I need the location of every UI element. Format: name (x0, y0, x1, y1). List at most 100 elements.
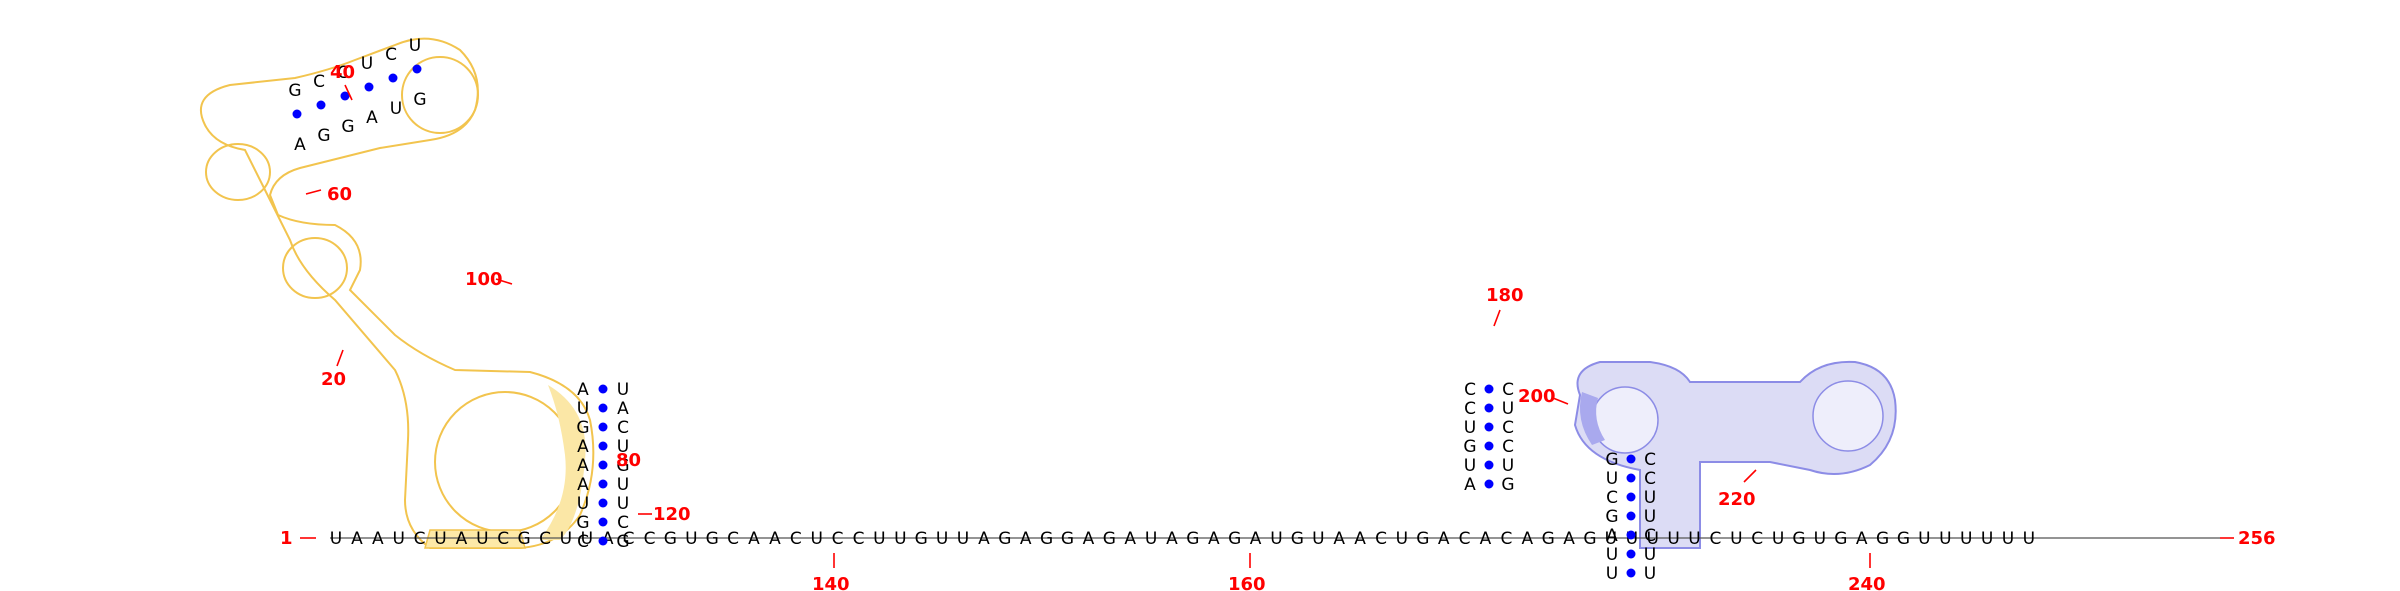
nucleotide-main-strand: A (351, 529, 363, 549)
nucleotide-helix: U (1644, 564, 1656, 584)
base-pair-dot (1484, 460, 1494, 470)
nucleotide-main-strand: C (644, 529, 656, 549)
base-pair-dot (598, 460, 608, 470)
orange-internal-loop-1 (205, 143, 271, 201)
nucleotide-helix: C (1644, 469, 1656, 489)
nucleotide-helix: C (1464, 380, 1476, 400)
nucleotide-main-strand: U (873, 529, 885, 549)
nucleotide-helix: A (577, 380, 589, 400)
orange-multiloop-shade (540, 385, 586, 540)
nucleotide-main-strand: G (1897, 529, 1910, 549)
nucleotide-helix: G (576, 513, 589, 533)
label-40: 40 (330, 62, 355, 83)
nucleotide-main-strand: U (1918, 529, 1930, 549)
nucleotide-main-strand: A (1521, 529, 1533, 549)
orange-internal-loop-2 (282, 237, 348, 299)
nucleotide-helix: C (1502, 380, 1514, 400)
nucleotide-helix: U (1606, 469, 1618, 489)
nucleotide-main-strand: U (1981, 529, 1993, 549)
base-pair-dot (598, 536, 608, 546)
base-pair-dot (340, 91, 350, 101)
nucleotide-main-strand: G (706, 529, 719, 549)
nucleotide-main-strand: U (2002, 529, 2014, 549)
tick-60 (305, 189, 322, 195)
nucleotide-helix: C (1502, 437, 1514, 457)
nucleotide-main-strand: G (1186, 529, 1199, 549)
nucleotide-main-strand: U (1939, 529, 1951, 549)
nucleotide-main-strand: G (1061, 529, 1074, 549)
nucleotide-helix: A (1606, 526, 1618, 546)
nucleotide-helix: U (409, 36, 421, 56)
nucleotide-helix: G (288, 81, 301, 101)
nucleotide-helix: U (1464, 456, 1476, 476)
nucleotide-main-strand: C (832, 529, 844, 549)
nucleotide-main-strand: U (1667, 529, 1679, 549)
nucleotide-helix: C (577, 532, 589, 552)
base-pair-dot (316, 100, 326, 110)
base-pair-dot (598, 479, 608, 489)
nucleotide-helix: U (1502, 456, 1514, 476)
nucleotide-helix: U (617, 494, 629, 514)
nucleotide-helix: C (1644, 450, 1656, 470)
nucleotide-helix: U (1502, 399, 1514, 419)
base-pair-dot (388, 73, 398, 83)
nucleotide-main-strand: G (664, 529, 677, 549)
nucleotide-helix: A (294, 135, 306, 155)
label-20: 20 (321, 369, 346, 390)
nucleotide-main-strand: A (1333, 529, 1345, 549)
nucleotide-helix: A (366, 108, 378, 128)
nucleotide-main-strand: A (769, 529, 781, 549)
tick-220 (1743, 469, 1757, 483)
label-120: 120 (653, 504, 691, 525)
nucleotide-main-strand: U (1312, 529, 1324, 549)
base-pair-dot (598, 422, 608, 432)
label-220: 220 (1718, 489, 1756, 510)
nucleotide-main-strand: A (1020, 529, 1032, 549)
nucleotide-main-strand: A (1438, 529, 1450, 549)
nucleotide-helix: A (577, 437, 589, 457)
nucleotide-main-strand: G (998, 529, 1011, 549)
nucleotide-main-strand: U (476, 529, 488, 549)
nucleotide-main-strand: C (623, 529, 635, 549)
nucleotide-main-strand: C (1459, 529, 1471, 549)
base-pair-dot (1626, 549, 1636, 559)
nucleotide-main-strand: U (1772, 529, 1784, 549)
nucleotide-main-strand: U (810, 529, 822, 549)
base-pair-dot (1484, 441, 1494, 451)
nucleotide-main-strand: A (1354, 529, 1366, 549)
nucleotide-main-strand: U (1646, 529, 1658, 549)
nucleotide-main-strand: G (915, 529, 928, 549)
orange-envelope (200, 37, 595, 549)
nucleotide-helix: U (1464, 418, 1476, 438)
nucleotide-main-strand: C (1751, 529, 1763, 549)
nucleotide-helix: U (577, 494, 589, 514)
blue-loop-2 (1812, 380, 1884, 452)
nucleotide-main-strand: U (936, 529, 948, 549)
nucleotide-main-strand: G (1542, 529, 1555, 549)
tick-180 (1493, 309, 1501, 327)
nucleotide-main-strand: C (853, 529, 865, 549)
nucleotide-helix: G (341, 117, 354, 137)
base-pair-dot (1626, 454, 1636, 464)
label-100: 100 (465, 269, 503, 290)
nucleotide-helix: U (390, 99, 402, 119)
nucleotide-main-strand: G (1228, 529, 1241, 549)
nucleotide-main-strand: C (1709, 529, 1721, 549)
nucleotide-main-strand: U (1960, 529, 1972, 549)
label-80: 80 (616, 450, 641, 471)
orange-hairpin-outline (401, 56, 479, 134)
base-pair-dot (1626, 492, 1636, 502)
blue-dark-shade (1579, 392, 1605, 445)
nucleotide-helix: A (1464, 475, 1476, 495)
base-pair-dot (292, 109, 302, 119)
nucleotide-main-strand: A (978, 529, 990, 549)
nucleotide-main-strand: G (518, 529, 531, 549)
nucleotide-main-strand: A (748, 529, 760, 549)
nucleotide-helix: C (1502, 418, 1514, 438)
label-end: 256 (2238, 528, 2276, 549)
label-start: 1 (280, 528, 293, 549)
nucleotide-main-strand: U (1145, 529, 1157, 549)
label-140: 140 (812, 574, 850, 591)
nucleotide-main-strand: U (957, 529, 969, 549)
nucleotide-helix: C (1464, 399, 1476, 419)
